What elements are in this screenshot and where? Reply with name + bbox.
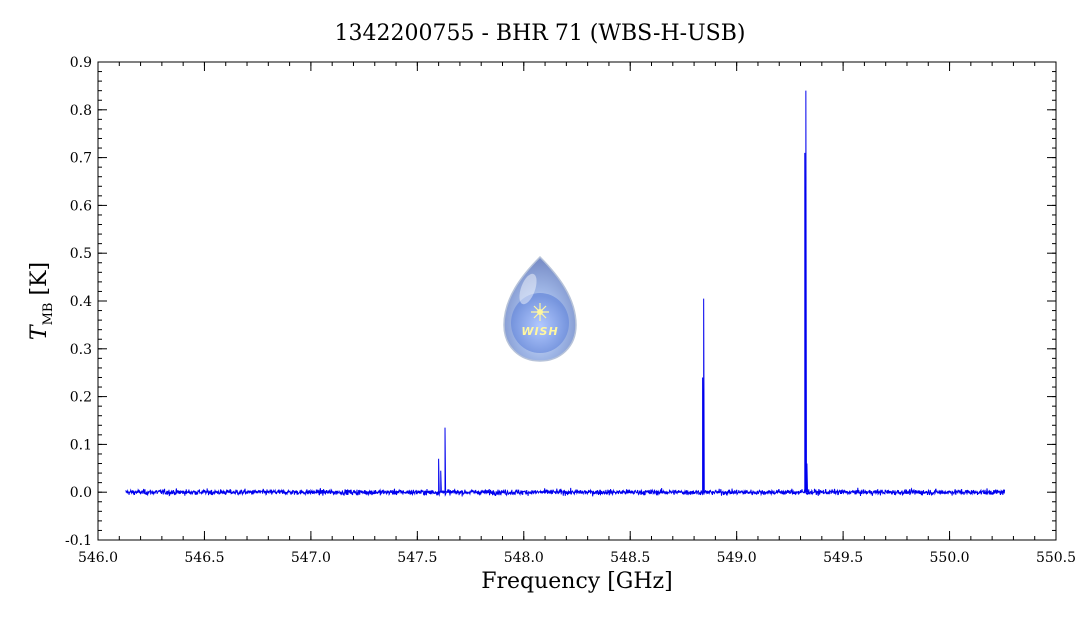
x-tick-label: 548.5 (610, 550, 650, 566)
x-tick-label: 550.5 (1036, 550, 1076, 566)
y-axis-label: TMB [K] (27, 262, 56, 340)
x-tick-label: 547.5 (397, 550, 437, 566)
y-tick-label: 0.9 (70, 55, 92, 71)
star-icon (531, 303, 549, 321)
plot-frame (97, 61, 1057, 541)
svg-text:TMB [K]: TMB [K] (27, 262, 56, 340)
y-tick-label: 0.6 (70, 198, 92, 214)
y-tick-label: 0.5 (70, 246, 92, 262)
x-tick-label: 546.5 (184, 550, 224, 566)
y-axis-unit: [K] (27, 262, 52, 296)
wish-logo: WISH (503, 255, 577, 362)
y-tick-label: 0.2 (70, 390, 92, 406)
y-tick-label: 0.8 (70, 103, 92, 119)
x-tick-label: 549.0 (717, 550, 757, 566)
x-axis-label: Frequency [GHz] (481, 569, 673, 594)
y-tick-label: 0.3 (70, 342, 92, 358)
spectrum-series (125, 90, 1006, 497)
chart-title: 1342200755 - BHR 71 (WBS-H-USB) (335, 21, 746, 46)
y-axis-symbol: T (27, 323, 52, 340)
y-tick-label: -0.1 (65, 533, 92, 549)
logo-text: WISH (521, 325, 558, 338)
y-tick-label: 0.4 (70, 294, 92, 310)
y-tick-label: 0.7 (70, 151, 92, 167)
x-tick-label: 548.0 (504, 550, 544, 566)
x-tick-label: 549.5 (823, 550, 863, 566)
spectrum-line (125, 90, 1006, 497)
x-tick-label: 547.0 (291, 550, 331, 566)
x-tick-label: 550.0 (930, 550, 970, 566)
y-tick-label: 0.1 (70, 437, 92, 453)
y-axis-subscript: MB (41, 303, 56, 326)
y-tick-label: 0.0 (70, 485, 92, 501)
x-tick-label: 546.0 (78, 550, 118, 566)
